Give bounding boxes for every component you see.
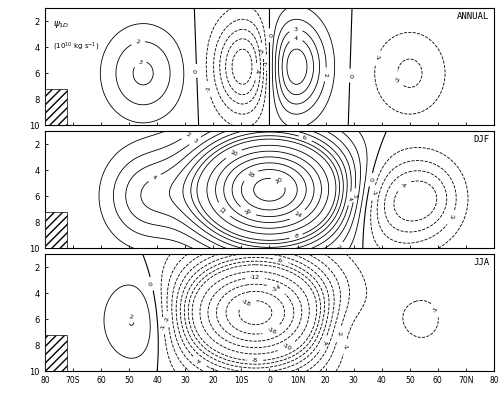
Text: -1: -1 [342, 343, 348, 350]
Text: -2: -2 [395, 75, 402, 83]
Text: 20: 20 [274, 177, 284, 185]
Text: -6: -6 [277, 257, 284, 264]
Polygon shape [45, 335, 67, 371]
Text: DJF: DJF [474, 135, 490, 144]
Text: 8: 8 [293, 233, 298, 239]
Text: 3: 3 [352, 193, 357, 198]
Text: 2: 2 [185, 132, 191, 138]
Text: 14: 14 [293, 211, 302, 220]
Text: -4: -4 [254, 68, 259, 74]
Text: -1: -1 [206, 86, 212, 93]
Text: -1: -1 [370, 189, 377, 196]
Text: -2: -2 [448, 214, 455, 222]
Text: 18: 18 [246, 171, 255, 179]
Text: -4: -4 [196, 358, 204, 366]
Text: 2: 2 [136, 40, 141, 45]
Text: $\psi_{1D}$: $\psi_{1D}$ [53, 19, 70, 29]
Text: 0: 0 [368, 177, 374, 182]
Text: $(10^{10}$ kg s$^{-1})$: $(10^{10}$ kg s$^{-1})$ [53, 41, 100, 53]
Text: JJA: JJA [474, 258, 490, 267]
Text: 6: 6 [303, 135, 308, 141]
Text: 10: 10 [229, 150, 238, 157]
Text: 12: 12 [219, 205, 228, 215]
Text: 4: 4 [293, 36, 298, 41]
Text: ANNUAL: ANNUAL [457, 12, 490, 21]
Text: -4: -4 [399, 182, 407, 189]
Text: 0: 0 [267, 33, 272, 37]
Text: 2: 2 [323, 72, 328, 77]
Text: 16: 16 [243, 208, 252, 215]
Text: -8: -8 [252, 358, 258, 363]
Text: 3: 3 [293, 27, 298, 32]
Text: 3: 3 [192, 137, 198, 144]
Text: 2: 2 [128, 315, 133, 320]
Text: 4: 4 [152, 175, 158, 181]
Text: -2: -2 [165, 316, 171, 323]
Text: 2: 2 [335, 244, 341, 250]
Text: 4: 4 [347, 196, 353, 201]
Text: -1: -1 [374, 54, 381, 62]
Polygon shape [45, 89, 67, 125]
Text: -18: -18 [241, 298, 252, 307]
Text: 0: 0 [149, 281, 155, 286]
Text: -2: -2 [260, 47, 265, 54]
Text: -1: -1 [264, 60, 269, 66]
Text: -2: -2 [336, 330, 342, 337]
Text: -16: -16 [266, 326, 277, 335]
Text: -4: -4 [320, 339, 327, 347]
Text: 0: 0 [347, 73, 352, 78]
Text: 0: 0 [194, 69, 199, 73]
Text: -1: -1 [433, 306, 440, 314]
Text: 3: 3 [137, 59, 142, 65]
Text: -1: -1 [161, 323, 166, 330]
Text: -10: -10 [281, 342, 292, 351]
Text: -12: -12 [250, 275, 260, 280]
Polygon shape [45, 212, 67, 248]
Text: -14: -14 [270, 284, 282, 293]
